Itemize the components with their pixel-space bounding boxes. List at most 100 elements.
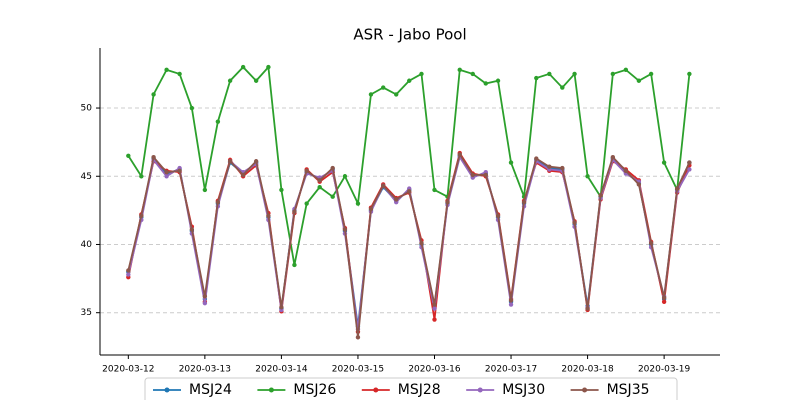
marker: [508, 298, 514, 303]
legend-label: MSJ35: [607, 382, 650, 398]
marker: [126, 153, 131, 158]
legend-label: MSJ30: [502, 382, 545, 398]
marker: [521, 199, 527, 205]
marker: [368, 92, 374, 97]
marker: [151, 154, 156, 160]
x-tick-label: 2020-03-15: [332, 365, 384, 375]
marker: [585, 306, 590, 311]
marker: [648, 71, 654, 77]
marker: [355, 335, 361, 340]
marker: [687, 71, 692, 77]
marker: [623, 67, 629, 73]
marker: [266, 213, 271, 219]
marker: [126, 272, 131, 277]
y-tick-label: 50: [81, 104, 93, 114]
marker: [164, 174, 169, 179]
series: [126, 152, 692, 340]
legend-box: [144, 377, 678, 400]
marker: [177, 168, 182, 173]
legend-label: MSJ26: [293, 382, 336, 398]
marker: [394, 92, 399, 97]
marker: [381, 85, 386, 90]
marker: [227, 78, 233, 83]
marker: [330, 165, 335, 171]
marker: [202, 187, 208, 193]
y-tick-label: 40: [81, 240, 93, 250]
marker: [432, 306, 437, 311]
marker: [674, 186, 680, 191]
marker: [304, 168, 309, 173]
marker: [457, 67, 462, 73]
marker: [470, 71, 475, 77]
legend-marker: [164, 387, 170, 393]
marker: [202, 300, 208, 306]
marker: [407, 78, 412, 83]
marker: [636, 182, 642, 187]
marker: [279, 305, 284, 310]
marker: [432, 187, 437, 193]
series: [126, 64, 692, 268]
marker: [151, 92, 156, 97]
marker: [560, 85, 565, 90]
marker: [687, 167, 692, 172]
marker: [547, 71, 552, 77]
marker: [661, 295, 667, 300]
marker: [687, 160, 692, 165]
marker: [432, 302, 437, 307]
marker: [534, 75, 539, 81]
marker: [240, 64, 246, 70]
legend-marker: [477, 387, 483, 393]
legend-marker: [582, 387, 588, 393]
marker: [508, 160, 514, 165]
marker: [470, 172, 475, 178]
x-tick-label: 2020-03-17: [485, 365, 537, 375]
marker: [342, 174, 348, 179]
marker: [342, 227, 348, 232]
marker: [139, 213, 144, 219]
x-tick-label: 2020-03-18: [561, 365, 614, 375]
marker: [266, 64, 271, 70]
x-tick-label: 2020-03-16: [408, 365, 461, 375]
marker: [483, 172, 488, 178]
marker: [661, 160, 667, 165]
marker: [495, 78, 501, 83]
marker: [585, 174, 590, 179]
marker: [648, 240, 654, 246]
marker: [534, 156, 539, 161]
marker: [253, 159, 259, 164]
marker: [279, 187, 284, 193]
marker: [445, 199, 450, 205]
marker: [636, 78, 642, 83]
marker: [317, 178, 322, 183]
marker: [215, 199, 221, 205]
marker: [139, 174, 144, 179]
marker: [317, 184, 322, 190]
marker: [610, 71, 616, 77]
marker: [253, 78, 259, 83]
chart-title: ASR - Jabo Pool: [353, 26, 466, 44]
marker: [432, 317, 437, 322]
legend-label: MSJ28: [398, 382, 441, 398]
marker: [508, 302, 514, 307]
marker: [227, 159, 233, 164]
marker: [495, 213, 501, 219]
x-tick-label: 2020-03-13: [179, 365, 231, 375]
marker: [330, 194, 335, 199]
marker: [572, 71, 577, 77]
marker: [610, 154, 616, 160]
marker: [292, 262, 297, 268]
marker: [355, 201, 361, 206]
marker: [394, 197, 399, 202]
marker: [407, 189, 412, 194]
marker: [126, 268, 131, 273]
marker: [177, 71, 182, 77]
marker: [189, 227, 195, 232]
marker: [304, 201, 309, 206]
marker: [560, 165, 565, 171]
y-tick-label: 35: [81, 308, 92, 318]
marker: [368, 206, 374, 212]
marker: [547, 164, 552, 169]
marker: [202, 294, 208, 299]
